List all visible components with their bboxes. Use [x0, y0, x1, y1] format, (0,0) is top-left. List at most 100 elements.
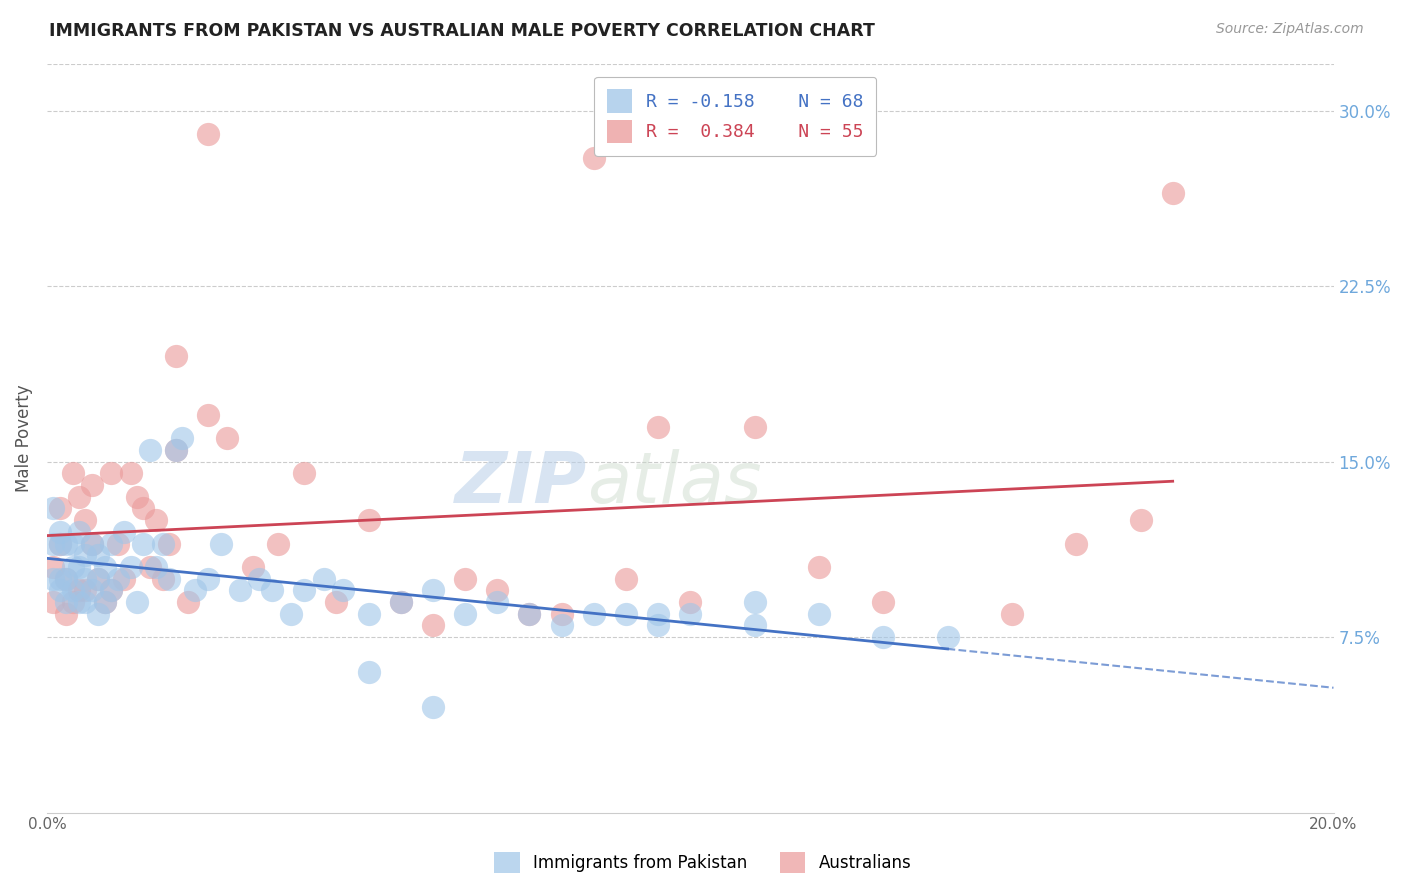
Point — [49, 572, 72, 586]
Point — [62, 536, 84, 550]
Point — [80, 478, 103, 492]
Point — [55, 607, 77, 621]
Point — [145, 513, 167, 527]
Text: ZIP: ZIP — [456, 449, 588, 517]
Point — [152, 536, 174, 550]
Point — [197, 572, 219, 586]
Point — [107, 572, 129, 586]
Point — [165, 442, 187, 457]
Point — [62, 560, 84, 574]
Point — [100, 583, 122, 598]
Point — [292, 583, 315, 598]
Point — [215, 431, 238, 445]
Point — [647, 607, 669, 621]
Point — [75, 595, 97, 609]
Point — [125, 595, 148, 609]
Point — [1064, 536, 1087, 550]
Point — [679, 595, 702, 609]
Point — [242, 560, 264, 574]
Point — [100, 467, 122, 481]
Point — [62, 467, 84, 481]
Point — [49, 536, 72, 550]
Point — [87, 572, 110, 586]
Point — [357, 513, 380, 527]
Point — [422, 700, 444, 714]
Point — [454, 607, 477, 621]
Point — [422, 583, 444, 598]
Point — [132, 501, 155, 516]
Point — [292, 467, 315, 481]
Point — [62, 595, 84, 609]
Point — [679, 607, 702, 621]
Point — [422, 618, 444, 632]
Point — [75, 583, 97, 598]
Point — [744, 419, 766, 434]
Point — [197, 408, 219, 422]
Point — [267, 536, 290, 550]
Legend: R = -0.158    N = 68, R =  0.384    N = 55: R = -0.158 N = 68, R = 0.384 N = 55 — [593, 77, 876, 156]
Text: atlas: atlas — [588, 449, 762, 517]
Point — [94, 560, 117, 574]
Point — [42, 536, 65, 550]
Point — [42, 560, 65, 574]
Point — [332, 583, 354, 598]
Point — [139, 560, 162, 574]
Point — [55, 572, 77, 586]
Point — [247, 572, 270, 586]
Point — [87, 607, 110, 621]
Point — [280, 607, 302, 621]
Point — [312, 572, 335, 586]
Point — [145, 560, 167, 574]
Point — [42, 595, 65, 609]
Point — [744, 618, 766, 632]
Point — [80, 536, 103, 550]
Point — [260, 583, 283, 598]
Point — [486, 583, 509, 598]
Point — [519, 607, 541, 621]
Point — [120, 560, 142, 574]
Point — [87, 548, 110, 562]
Text: IMMIGRANTS FROM PAKISTAN VS AUSTRALIAN MALE POVERTY CORRELATION CHART: IMMIGRANTS FROM PAKISTAN VS AUSTRALIAN M… — [49, 22, 875, 40]
Point — [80, 536, 103, 550]
Point — [454, 572, 477, 586]
Point — [184, 583, 207, 598]
Point — [120, 467, 142, 481]
Point — [807, 560, 830, 574]
Point — [1001, 607, 1024, 621]
Point — [807, 607, 830, 621]
Point — [165, 350, 187, 364]
Point — [550, 607, 572, 621]
Point — [170, 431, 193, 445]
Point — [614, 607, 637, 621]
Point — [139, 442, 162, 457]
Point — [100, 583, 122, 598]
Point — [55, 595, 77, 609]
Point — [62, 583, 84, 598]
Point — [357, 665, 380, 680]
Point — [197, 127, 219, 141]
Point — [744, 595, 766, 609]
Point — [165, 442, 187, 457]
Point — [582, 607, 605, 621]
Point — [152, 572, 174, 586]
Point — [229, 583, 252, 598]
Point — [67, 595, 90, 609]
Point — [87, 572, 110, 586]
Point — [67, 490, 90, 504]
Point — [75, 548, 97, 562]
Point — [647, 618, 669, 632]
Point — [132, 536, 155, 550]
Point — [550, 618, 572, 632]
Point — [49, 583, 72, 598]
Point — [67, 524, 90, 539]
Point — [157, 536, 180, 550]
Point — [519, 607, 541, 621]
Point — [209, 536, 232, 550]
Y-axis label: Male Poverty: Male Poverty — [15, 384, 32, 492]
Point — [486, 595, 509, 609]
Point — [42, 501, 65, 516]
Point — [614, 572, 637, 586]
Point — [55, 536, 77, 550]
Point — [325, 595, 347, 609]
Point — [49, 524, 72, 539]
